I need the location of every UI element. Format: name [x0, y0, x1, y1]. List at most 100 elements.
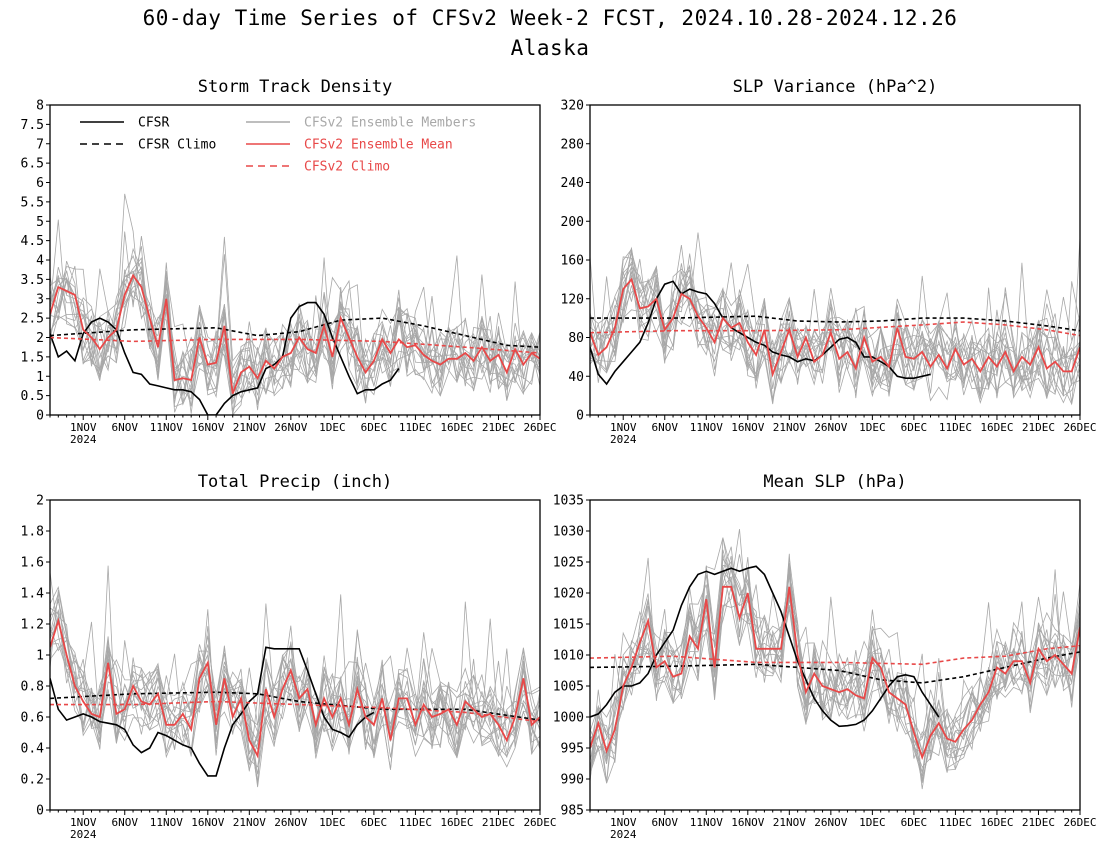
- x-tick-label: 11DEC: [399, 816, 432, 829]
- x-tick-label: 21DEC: [482, 421, 515, 434]
- legend-label: CFSv2 Climo: [304, 160, 390, 175]
- y-tick-label: 0.5: [21, 389, 44, 404]
- y-tick-label: 320: [561, 99, 584, 114]
- y-tick-label: 0.4: [21, 742, 45, 757]
- x-tick-label: 1DEC: [859, 421, 886, 434]
- y-tick-label: 0: [36, 804, 44, 819]
- y-tick-label: 3.5: [21, 273, 44, 288]
- ensemble-member-line: [590, 574, 1080, 774]
- cfsr-line: [590, 565, 940, 728]
- y-tick-label: 80: [568, 331, 584, 346]
- x-tick-label: 11DEC: [399, 421, 432, 434]
- y-tick-label: 1: [36, 370, 44, 385]
- panel-title: Total Precip (inch): [198, 472, 392, 492]
- y-tick-label: 7.5: [21, 118, 44, 133]
- x-tick-label: 26DEC: [523, 421, 556, 434]
- y-tick-label: 1020: [553, 587, 584, 602]
- x-tick-label: 11NOV: [690, 816, 723, 829]
- y-tick-label: 1.6: [21, 556, 44, 571]
- x-tick-label: 26NOV: [814, 816, 847, 829]
- y-tick-label: 5: [36, 215, 44, 230]
- x-tick-label: 6DEC: [361, 816, 388, 829]
- y-tick-label: 5.5: [21, 195, 44, 210]
- ensemble-member-line: [590, 261, 1080, 398]
- y-tick-label: 2.5: [21, 312, 44, 327]
- y-tick-label: 1030: [553, 525, 584, 540]
- y-tick-label: 1010: [553, 649, 584, 664]
- y-tick-label: 4.5: [21, 234, 44, 249]
- y-tick-label: 160: [561, 254, 584, 269]
- y-tick-label: 0: [576, 409, 584, 424]
- y-tick-label: 6.5: [21, 157, 44, 172]
- x-tick-label: 16NOV: [731, 816, 764, 829]
- y-tick-label: 1.8: [21, 525, 44, 540]
- y-tick-label: 120: [561, 292, 584, 307]
- x-tick-label: 16DEC: [440, 816, 473, 829]
- ensemble-member-line: [590, 567, 1080, 784]
- x-tick-label: 11DEC: [939, 816, 972, 829]
- panel-title: Storm Track Density: [198, 77, 392, 97]
- legend-label: CFSv2 Ensemble Mean: [304, 138, 453, 153]
- x-tick-label: 26NOV: [274, 816, 307, 829]
- ensemble-member-line: [590, 565, 1080, 777]
- x-year-label: 2024: [610, 828, 637, 841]
- ensemble-member-line: [590, 248, 1080, 399]
- y-tick-label: 40: [568, 370, 584, 385]
- y-tick-label: 995: [561, 742, 584, 757]
- y-tick-label: 7: [36, 137, 44, 152]
- plot-frame: [589, 499, 1081, 811]
- ensemble-member-line: [50, 603, 540, 755]
- y-tick-label: 990: [561, 773, 584, 788]
- ensemble-member-line: [590, 554, 1080, 784]
- cfsv2-ensemble-mean-line: [50, 273, 540, 395]
- cfsr-line: [50, 301, 400, 415]
- x-tick-label: 26NOV: [274, 421, 307, 434]
- ensemble-member-line: [590, 249, 1080, 400]
- ensemble-member-line: [590, 554, 1080, 783]
- x-tick-label: 6NOV: [651, 421, 678, 434]
- x-tick-label: 1NOV: [70, 421, 97, 434]
- cfsv2-ensemble-mean-line: [50, 617, 540, 759]
- x-tick-label: 16NOV: [191, 421, 224, 434]
- panel-title: SLP Variance (hPa^2): [733, 77, 938, 97]
- cfsr-climo-line: [50, 691, 540, 721]
- x-tick-label: 11NOV: [150, 421, 183, 434]
- x-tick-label: 26DEC: [523, 816, 556, 829]
- x-tick-label: 16NOV: [731, 421, 764, 434]
- x-tick-label: 6DEC: [361, 421, 388, 434]
- x-tick-label: 1DEC: [859, 816, 886, 829]
- y-tick-label: 0.2: [21, 773, 44, 788]
- y-tick-label: 280: [561, 137, 584, 152]
- x-tick-label: 11DEC: [939, 421, 972, 434]
- ensemble-member-line: [590, 557, 1080, 780]
- y-tick-label: 4: [36, 254, 44, 269]
- cfsv2-ensemble-mean-line: [590, 585, 1080, 760]
- x-tick-label: 6NOV: [111, 816, 138, 829]
- x-tick-label: 1NOV: [610, 816, 637, 829]
- legend-label: CFSv2 Ensemble Members: [304, 116, 476, 131]
- x-year-label: 2024: [610, 433, 637, 446]
- y-tick-label: 200: [561, 215, 584, 230]
- x-tick-label: 26DEC: [1063, 421, 1096, 434]
- cfsr-line: [50, 646, 375, 777]
- x-tick-label: 21NOV: [233, 816, 266, 829]
- y-tick-label: 240: [561, 176, 584, 191]
- x-tick-label: 11NOV: [150, 816, 183, 829]
- cfsv2-climo-line: [590, 321, 1080, 337]
- x-tick-label: 16DEC: [980, 421, 1013, 434]
- y-tick-label: 985: [561, 804, 584, 819]
- x-tick-label: 21NOV: [773, 421, 806, 434]
- x-tick-label: 1NOV: [610, 421, 637, 434]
- x-tick-label: 21NOV: [233, 421, 266, 434]
- cfsv2-climo-line: [50, 700, 540, 723]
- x-tick-label: 21NOV: [773, 816, 806, 829]
- y-tick-label: 0.8: [21, 680, 44, 695]
- ensemble-member-line: [590, 553, 1080, 768]
- legend-label: CFSR: [138, 116, 169, 131]
- x-tick-label: 11NOV: [690, 421, 723, 434]
- ensemble-member-line: [50, 631, 540, 768]
- x-tick-label: 26DEC: [1063, 816, 1096, 829]
- ensemble-member-line: [50, 257, 540, 407]
- cfsv2-ensemble-mean-line: [590, 277, 1080, 378]
